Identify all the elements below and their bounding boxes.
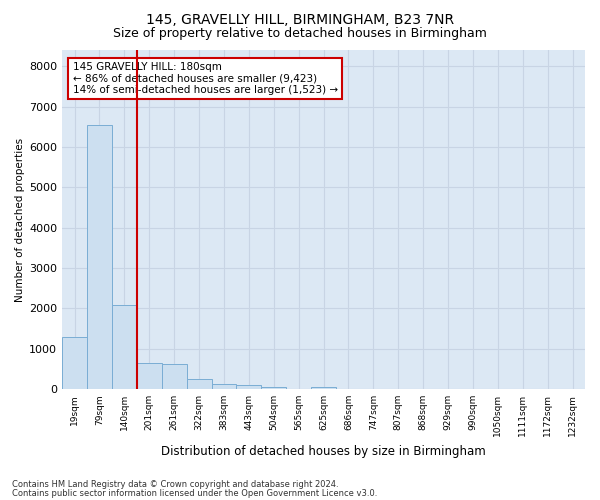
- Bar: [162, 364, 187, 389]
- Y-axis label: Number of detached properties: Number of detached properties: [15, 138, 25, 302]
- Bar: [311, 387, 336, 389]
- Bar: [212, 384, 236, 389]
- Bar: [137, 364, 162, 389]
- Bar: [62, 336, 87, 389]
- X-axis label: Distribution of detached houses by size in Birmingham: Distribution of detached houses by size …: [161, 444, 486, 458]
- Bar: [87, 124, 112, 389]
- Text: Contains HM Land Registry data © Crown copyright and database right 2024.: Contains HM Land Registry data © Crown c…: [12, 480, 338, 489]
- Text: Size of property relative to detached houses in Birmingham: Size of property relative to detached ho…: [113, 28, 487, 40]
- Text: 145, GRAVELLY HILL, BIRMINGHAM, B23 7NR: 145, GRAVELLY HILL, BIRMINGHAM, B23 7NR: [146, 12, 454, 26]
- Bar: [112, 305, 137, 389]
- Text: Contains public sector information licensed under the Open Government Licence v3: Contains public sector information licen…: [12, 488, 377, 498]
- Bar: [236, 384, 262, 389]
- Text: 145 GRAVELLY HILL: 180sqm
← 86% of detached houses are smaller (9,423)
14% of se: 145 GRAVELLY HILL: 180sqm ← 86% of detac…: [73, 62, 338, 95]
- Bar: [187, 379, 212, 389]
- Bar: [262, 387, 286, 389]
